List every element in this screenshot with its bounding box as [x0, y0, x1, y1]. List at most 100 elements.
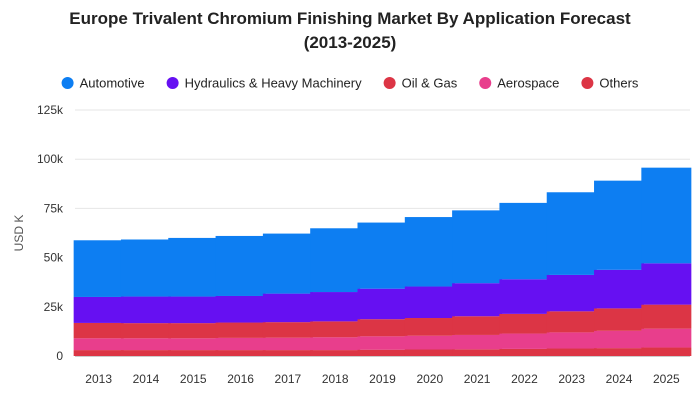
x-tick-label: 2025	[653, 372, 680, 386]
bar-aerospace-2015	[168, 338, 219, 351]
bar-others-2016	[215, 350, 266, 356]
legend-label: Hydraulics & Heavy Machinery	[185, 76, 363, 91]
y-tick-label: 75k	[44, 201, 64, 215]
y-axis: 0 25k 50k 75k 100k 125k	[37, 103, 64, 363]
bars	[73, 167, 692, 356]
legend-label: Others	[599, 76, 639, 91]
x-tick-label: 2021	[464, 372, 491, 386]
bar-others-2019	[357, 349, 408, 356]
bar-aerospace-2023	[546, 332, 597, 349]
x-tick-label: 2013	[85, 372, 112, 386]
legend-item-hydraulics-heavy-machinery[interactable]: Hydraulics & Heavy Machinery	[166, 76, 363, 91]
x-tick-label: 2015	[180, 372, 207, 386]
bar-automotive-2014	[120, 239, 171, 297]
bar-aerospace-2019	[357, 336, 408, 350]
bar-hydraulics-heavy-machinery-2025	[641, 263, 692, 305]
bar-others-2025	[641, 347, 692, 356]
bar-others-2022	[499, 348, 550, 356]
x-tick-label: 2018	[322, 372, 349, 386]
bar-automotive-2021	[452, 210, 503, 284]
bar-automotive-2020	[404, 217, 455, 287]
legend-item-aerospace[interactable]: Aerospace	[479, 76, 559, 91]
legend-marker	[383, 77, 396, 89]
x-tick-label: 2023	[558, 372, 585, 386]
bar-oil-gas-2023	[546, 311, 597, 333]
bar-others-2024	[594, 348, 645, 356]
bar-oil-gas-2019	[357, 319, 408, 337]
bar-hydraulics-heavy-machinery-2020	[404, 286, 455, 319]
bar-aerospace-2017	[262, 337, 313, 351]
bar-hydraulics-heavy-machinery-2013	[73, 296, 124, 323]
bar-oil-gas-2020	[404, 318, 455, 336]
legend-marker	[581, 77, 594, 89]
chart-title-line-2: (2013-2025)	[304, 33, 397, 52]
legend-label: Oil & Gas	[402, 76, 458, 91]
bar-aerospace-2024	[594, 330, 645, 349]
bar-others-2023	[546, 348, 597, 356]
bar-oil-gas-2021	[452, 316, 503, 335]
bar-automotive-2013	[73, 240, 124, 297]
bar-oil-gas-2017	[262, 322, 313, 338]
bar-oil-gas-2022	[499, 313, 550, 334]
bar-others-2014	[120, 350, 171, 356]
legend-label: Automotive	[80, 76, 145, 91]
bar-automotive-2025	[641, 167, 692, 264]
bar-aerospace-2022	[499, 333, 550, 349]
bar-others-2017	[262, 350, 313, 356]
legend: Automotive Hydraulics & Heavy Machinery Oi…	[61, 76, 639, 91]
x-tick-label: 2017	[275, 372, 302, 386]
legend-marker	[61, 77, 74, 89]
legend-label: Aerospace	[497, 76, 559, 91]
y-tick-label: 50k	[44, 251, 64, 265]
bar-aerospace-2016	[215, 337, 266, 351]
x-tick-label: 2016	[227, 372, 254, 386]
bar-automotive-2017	[262, 233, 313, 294]
bar-aerospace-2020	[404, 335, 455, 350]
bar-automotive-2015	[168, 237, 219, 297]
bar-oil-gas-2025	[641, 304, 692, 329]
bar-oil-gas-2013	[73, 322, 124, 339]
bar-hydraulics-heavy-machinery-2023	[546, 274, 597, 312]
legend-item-others[interactable]: Others	[581, 76, 639, 91]
bar-others-2018	[310, 350, 361, 356]
bar-automotive-2018	[310, 228, 361, 293]
bar-oil-gas-2018	[310, 321, 361, 338]
bar-automotive-2022	[499, 202, 550, 280]
bar-automotive-2016	[215, 235, 266, 296]
y-tick-label: 125k	[37, 103, 64, 117]
bar-automotive-2024	[594, 180, 645, 270]
bar-automotive-2023	[546, 192, 597, 275]
bar-hydraulics-heavy-machinery-2016	[215, 295, 266, 323]
bar-hydraulics-heavy-machinery-2024	[594, 269, 645, 309]
bar-hydraulics-heavy-machinery-2019	[357, 288, 408, 320]
x-tick-label: 2020	[416, 372, 443, 386]
bar-hydraulics-heavy-machinery-2014	[120, 296, 171, 324]
x-tick-label: 2014	[133, 372, 160, 386]
y-tick-label: 0	[56, 349, 63, 363]
bar-aerospace-2025	[641, 328, 692, 348]
legend-item-automotive[interactable]: Automotive	[61, 76, 145, 91]
legend-marker	[166, 77, 179, 89]
y-tick-label: 100k	[37, 152, 64, 166]
bar-oil-gas-2015	[168, 323, 219, 339]
x-axis: 2013 2014 2015 2016 2017 2018 2019 2020 2021 2022…	[85, 372, 680, 386]
bar-hydraulics-heavy-machinery-2021	[452, 283, 503, 317]
x-tick-label: 2019	[369, 372, 396, 386]
bar-hydraulics-heavy-machinery-2017	[262, 293, 313, 323]
bar-automotive-2019	[357, 222, 408, 289]
bar-aerospace-2021	[452, 334, 503, 350]
x-tick-label: 2022	[511, 372, 538, 386]
x-tick-label: 2024	[606, 372, 633, 386]
bar-hydraulics-heavy-machinery-2022	[499, 279, 550, 314]
bar-oil-gas-2024	[594, 308, 645, 331]
legend-item-oil-gas[interactable]: Oil & Gas	[383, 76, 458, 91]
bar-others-2013	[73, 350, 124, 356]
bar-hydraulics-heavy-machinery-2015	[168, 296, 219, 324]
chart-title-line-1: Europe Trivalent Chromium Finishing Mark…	[69, 9, 631, 28]
bar-aerospace-2013	[73, 338, 124, 351]
bar-oil-gas-2016	[215, 322, 266, 338]
bar-others-2021	[452, 349, 503, 356]
bar-aerospace-2018	[310, 337, 361, 351]
